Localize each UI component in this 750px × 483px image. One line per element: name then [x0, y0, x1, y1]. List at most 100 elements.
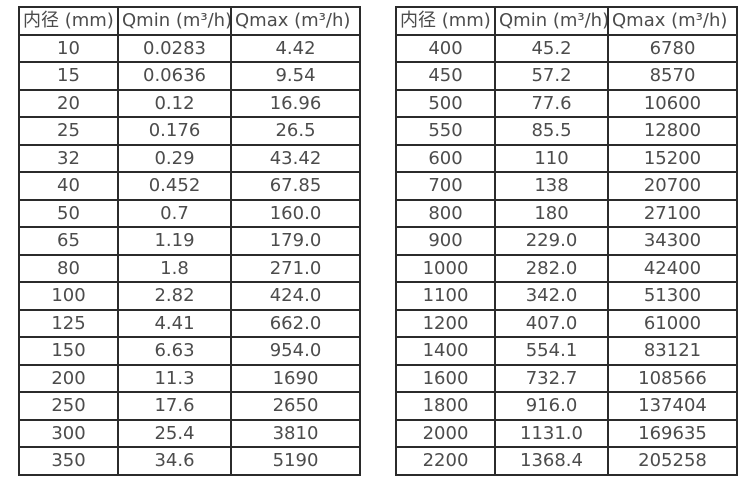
table-cell-qmin: 229.0: [494, 226, 609, 256]
table-row: 1800 916.0 137404: [395, 391, 738, 421]
table-cell-inner-diameter: 350: [18, 446, 119, 476]
table-cell-qmin: 1131.0: [494, 418, 609, 448]
table-row: 800 180 27100: [395, 198, 738, 228]
table-row: 2200 1368.4 205258: [395, 446, 738, 476]
table-row: 900 229.0 34300: [395, 226, 738, 256]
table-cell-qmax: 205258: [607, 446, 738, 476]
flow-spec-table-right: 内径 (mm) Qmin (m³/h) Qmax (m³/h) 400 45.2 6780…: [395, 6, 738, 476]
column-header-qmin: Qmin (m³/h): [494, 6, 609, 36]
table-row: 80 1.8 271.0: [18, 253, 361, 283]
table-cell-qmin: 0.176: [117, 116, 232, 146]
table-cell-qmin: 282.0: [494, 253, 609, 283]
table-cell-qmin: 6.63: [117, 336, 232, 366]
table-cell-qmin: 17.6: [117, 391, 232, 421]
table-cell-qmin: 45.2: [494, 33, 609, 63]
table-cell-qmin: 2.82: [117, 281, 232, 311]
table-cell-qmax: 179.0: [230, 226, 361, 256]
table-cell-qmin: 1.8: [117, 253, 232, 283]
table-cell-qmin: 554.1: [494, 336, 609, 366]
table-cell-qmax: 160.0: [230, 198, 361, 228]
table-row: 150 6.63 954.0: [18, 336, 361, 366]
table-cell-qmax: 8570: [607, 61, 738, 91]
table-cell-inner-diameter: 700: [395, 171, 496, 201]
column-header-qmax: Qmax (m³/h): [607, 6, 738, 36]
table-row: 1200 407.0 61000: [395, 308, 738, 338]
table-cell-inner-diameter: 125: [18, 308, 119, 338]
table-cell-qmax: 137404: [607, 391, 738, 421]
table-row: 65 1.19 179.0: [18, 226, 361, 256]
table-cell-qmin: 180: [494, 198, 609, 228]
table-cell-qmin: 77.6: [494, 88, 609, 118]
table-cell-inner-diameter: 40: [18, 171, 119, 201]
table-cell-inner-diameter: 80: [18, 253, 119, 283]
table-row: 400 45.2 6780: [395, 33, 738, 63]
table-cell-inner-diameter: 300: [18, 418, 119, 448]
table-row: 300 25.4 3810: [18, 418, 361, 448]
table-cell-qmax: 662.0: [230, 308, 361, 338]
table-row: 200 11.3 1690: [18, 363, 361, 393]
table-row: 125 4.41 662.0: [18, 308, 361, 338]
table-cell-inner-diameter: 600: [395, 143, 496, 173]
table-cell-qmin: 0.7: [117, 198, 232, 228]
table-row: 600 110 15200: [395, 143, 738, 173]
table-cell-inner-diameter: 1200: [395, 308, 496, 338]
table-cell-qmax: 10600: [607, 88, 738, 118]
table-cell-inner-diameter: 100: [18, 281, 119, 311]
table-row: 1000 282.0 42400: [395, 253, 738, 283]
table-cell-qmin: 34.6: [117, 446, 232, 476]
table-cell-inner-diameter: 500: [395, 88, 496, 118]
table-cell-inner-diameter: 450: [395, 61, 496, 91]
table-cell-qmin: 57.2: [494, 61, 609, 91]
table-cell-qmax: 5190: [230, 446, 361, 476]
column-header-inner-diameter: 内径 (mm): [395, 6, 496, 36]
header-row: 内径 (mm) Qmin (m³/h) Qmax (m³/h): [395, 6, 738, 36]
table-cell-qmax: 61000: [607, 308, 738, 338]
table-row: 15 0.0636 9.54: [18, 61, 361, 91]
table-cell-qmin: 0.0283: [117, 33, 232, 63]
table-row: 700 138 20700: [395, 171, 738, 201]
table-cell-inner-diameter: 32: [18, 143, 119, 173]
column-header-inner-diameter: 内径 (mm): [18, 6, 119, 36]
table-cell-inner-diameter: 10: [18, 33, 119, 63]
table-cell-qmax: 26.5: [230, 116, 361, 146]
table-cell-qmax: 67.85: [230, 171, 361, 201]
table-cell-qmax: 4.42: [230, 33, 361, 63]
table-cell-qmin: 138: [494, 171, 609, 201]
table-cell-qmin: 0.29: [117, 143, 232, 173]
table-cell-inner-diameter: 20: [18, 88, 119, 118]
table-cell-inner-diameter: 1600: [395, 363, 496, 393]
header-row: 内径 (mm) Qmin (m³/h) Qmax (m³/h): [18, 6, 361, 36]
table-cell-qmax: 108566: [607, 363, 738, 393]
table-cell-inner-diameter: 400: [395, 33, 496, 63]
table-row: 1600 732.7 108566: [395, 363, 738, 393]
table-cell-qmax: 12800: [607, 116, 738, 146]
table-row: 50 0.7 160.0: [18, 198, 361, 228]
table-cell-inner-diameter: 65: [18, 226, 119, 256]
column-header-qmax: Qmax (m³/h): [230, 6, 361, 36]
table-cell-inner-diameter: 25: [18, 116, 119, 146]
table-cell-inner-diameter: 800: [395, 198, 496, 228]
table-row: 350 34.6 5190: [18, 446, 361, 476]
table-cell-qmin: 11.3: [117, 363, 232, 393]
table-cell-qmax: 271.0: [230, 253, 361, 283]
table-cell-inner-diameter: 2000: [395, 418, 496, 448]
table-row: 10 0.0283 4.42: [18, 33, 361, 63]
flow-spec-table-left: 内径 (mm) Qmin (m³/h) Qmax (m³/h) 10 0.0283 4.4…: [18, 6, 361, 476]
table-cell-inner-diameter: 50: [18, 198, 119, 228]
table-cell-qmin: 1368.4: [494, 446, 609, 476]
table-cell-qmin: 916.0: [494, 391, 609, 421]
table-cell-qmax: 3810: [230, 418, 361, 448]
table-row: 450 57.2 8570: [395, 61, 738, 91]
table-row: 20 0.12 16.96: [18, 88, 361, 118]
table-row: 32 0.29 43.42: [18, 143, 361, 173]
table-row: 40 0.452 67.85: [18, 171, 361, 201]
table-row: 25 0.176 26.5: [18, 116, 361, 146]
table-cell-inner-diameter: 1000: [395, 253, 496, 283]
table-cell-inner-diameter: 900: [395, 226, 496, 256]
table-row: 2000 1131.0 169635: [395, 418, 738, 448]
table-cell-qmin: 0.0636: [117, 61, 232, 91]
table-cell-qmax: 51300: [607, 281, 738, 311]
table-cell-qmin: 1.19: [117, 226, 232, 256]
table-cell-qmin: 85.5: [494, 116, 609, 146]
